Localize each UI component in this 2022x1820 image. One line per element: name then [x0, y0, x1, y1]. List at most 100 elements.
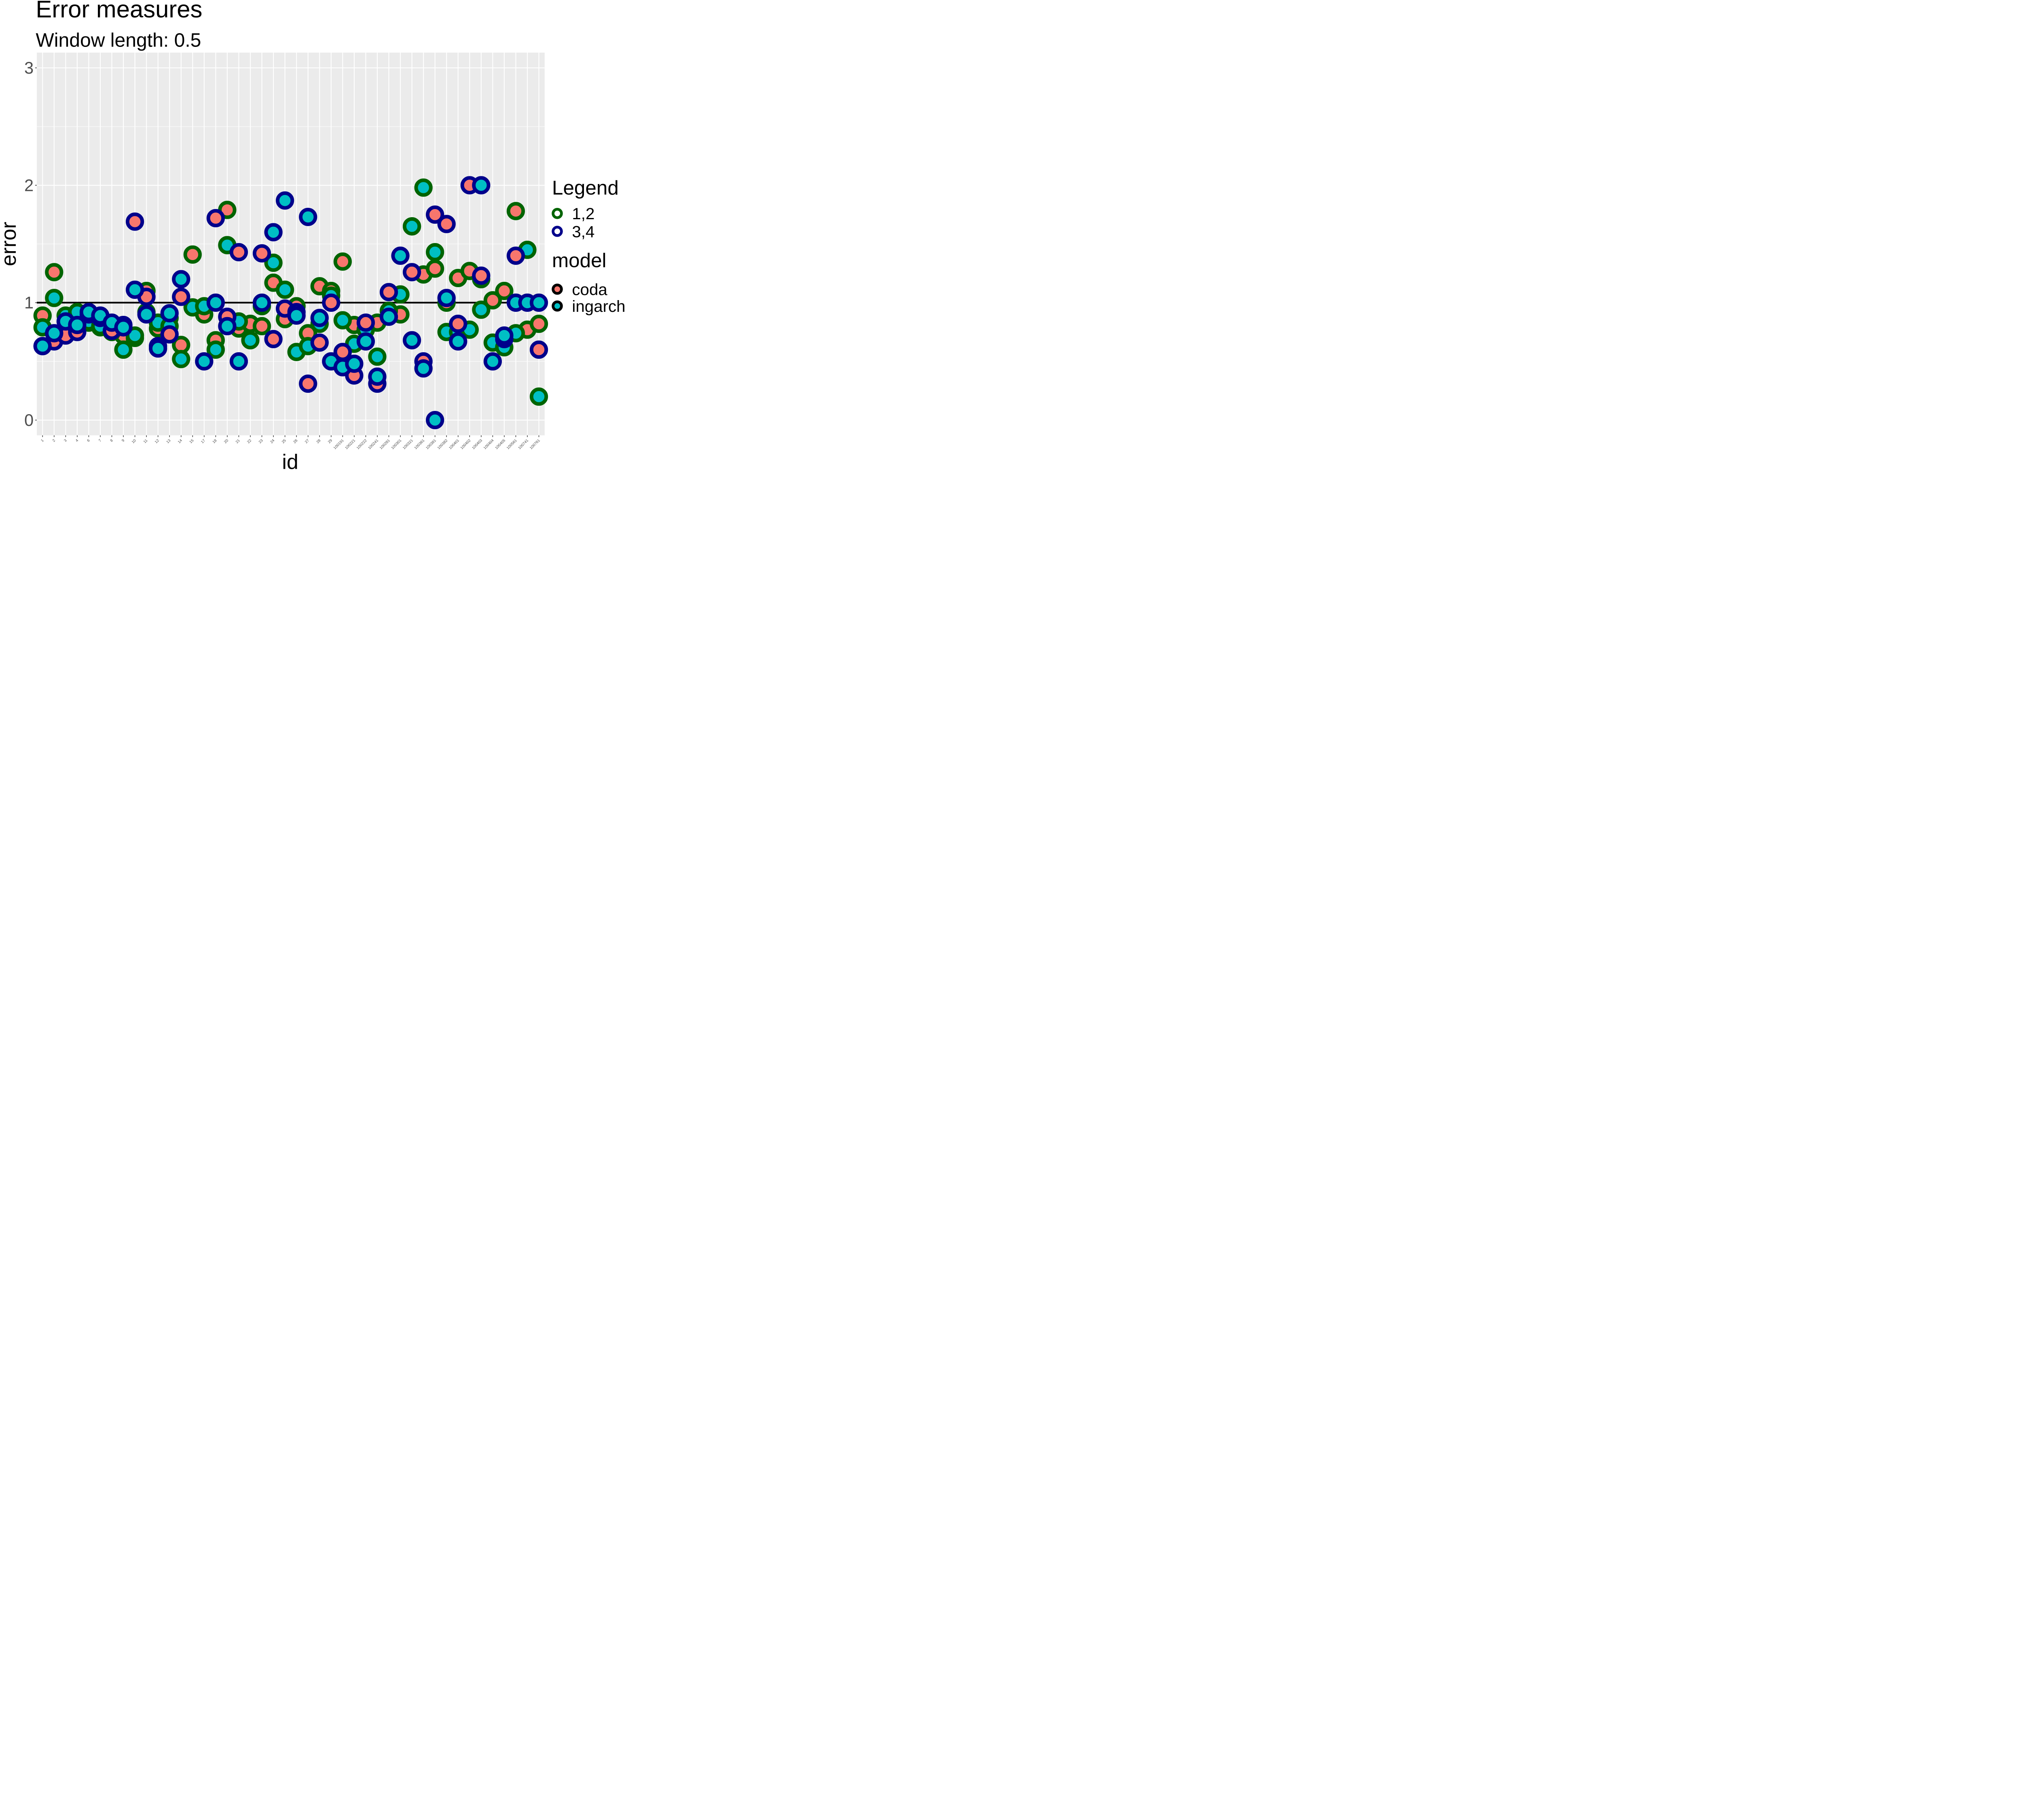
x-tick-label: 2 — [52, 438, 56, 443]
y-tick-label: 1 — [24, 293, 34, 312]
point-ingarch-12-id-100761 — [529, 387, 548, 406]
point-ingarch-34-id-27 — [299, 207, 317, 226]
x-tick-label: 100301 — [390, 438, 402, 450]
point-ingarch-12-id-9 — [114, 340, 133, 359]
point-ingarch-12-id-100241 — [368, 347, 387, 366]
x-tick-label: 13 — [165, 438, 171, 444]
x-tick-label: 23 — [258, 438, 264, 444]
x-tick-label: 22 — [246, 438, 252, 444]
point-coda-34-id-18 — [206, 209, 225, 227]
x-tick-label: 100404 — [483, 438, 495, 450]
x-tick-label: 6 — [86, 438, 91, 443]
x-tick-label: 100281 — [379, 438, 391, 450]
x-tick-label: 100561 — [506, 438, 518, 450]
point-ingarch-34-id-100301 — [391, 246, 410, 265]
point-ingarch-34-id-100361 — [414, 359, 433, 378]
point-ingarch-34-id-1 — [33, 337, 52, 356]
x-tick-label: 9 — [121, 438, 125, 443]
point-ingarch-12-id-100321 — [402, 217, 421, 236]
point-coda-34-id-23 — [252, 244, 271, 263]
x-tick-label: 100191 — [333, 438, 345, 450]
point-coda-34-id-28 — [310, 333, 329, 352]
point-ingarch-12-id-22 — [241, 331, 260, 349]
point-ingarch-34-id-28 — [310, 309, 329, 327]
point-ingarch-34-id-13 — [160, 304, 179, 323]
x-tick-label: 100401 — [448, 438, 460, 450]
legend-label-outline-1: 3,4 — [572, 222, 594, 241]
point-coda-12-id-100761 — [529, 314, 548, 333]
point-ingarch-34-id-10 — [125, 280, 144, 299]
point-coda-34-id-100761 — [529, 340, 548, 359]
point-coda-34-id-100381 — [426, 205, 444, 224]
x-tick-label: 26 — [292, 438, 298, 444]
x-tick-label: 10 — [131, 438, 137, 444]
x-tick-label: 17 — [200, 438, 206, 444]
point-coda-34-id-27 — [299, 375, 317, 393]
point-ingarch-12-id-25 — [276, 280, 294, 299]
point-ingarch-12-id-100403 — [472, 301, 491, 319]
x-tick-label: 20 — [223, 438, 229, 444]
point-coda-12-id-2 — [45, 263, 63, 281]
y-tick-label: 3 — [24, 58, 34, 77]
point-ingarch-34-id-100281 — [379, 307, 398, 326]
point-ingarch-12-id-100361 — [414, 178, 433, 197]
point-ingarch-34-id-9 — [114, 318, 133, 336]
point-ingarch-34-id-100405 — [495, 326, 514, 345]
point-coda-34-id-24 — [264, 330, 283, 348]
x-tick-label: 3 — [63, 438, 68, 443]
point-ingarch-34-id-100321 — [402, 331, 421, 349]
x-tick-label: 21 — [235, 438, 241, 444]
x-tick-label: 100761 — [529, 438, 541, 450]
legend-key-fill-1 — [552, 300, 563, 312]
point-ingarch-34-id-18 — [206, 293, 225, 312]
point-ingarch-34-id-21 — [229, 352, 248, 371]
y-axis-label: error — [0, 222, 21, 266]
legend-label-fill-0: coda — [572, 280, 607, 298]
x-tick-label: 1 — [40, 438, 44, 443]
point-coda-34-id-100561 — [506, 246, 525, 265]
legend-label-outline-0: 1,2 — [572, 205, 594, 223]
point-ingarch-34-id-100761 — [529, 293, 548, 312]
x-tick-label: 25 — [281, 438, 287, 444]
x-tick-label: 27 — [304, 438, 310, 444]
point-ingarch-34-id-23 — [252, 293, 271, 312]
x-tick-label: 100382 — [437, 438, 448, 450]
point-ingarch-34-id-100221 — [345, 354, 364, 373]
legend-key-outline-0 — [552, 208, 563, 219]
point-coda-34-id-29 — [322, 293, 341, 312]
point-ingarch-12-id-24 — [264, 254, 283, 272]
chart-subtitle: Window length: 0.5 — [36, 30, 201, 51]
x-tick-label: 100321 — [402, 438, 414, 450]
x-tick-label: 100241 — [367, 438, 379, 450]
point-ingarch-12-id-100191 — [333, 311, 352, 330]
x-tick-label: 12 — [154, 438, 160, 444]
y-axis: 0 1 2 3 — [24, 58, 37, 430]
point-coda-34-id-100281 — [379, 283, 398, 301]
x-tick-label: 100361 — [414, 438, 425, 450]
legend-label-fill-1: ingarch — [572, 297, 625, 315]
x-tick-label: 100381 — [425, 438, 437, 450]
point-coda-34-id-100321 — [402, 263, 421, 281]
point-coda-12-id-100405 — [495, 281, 514, 300]
x-tick-label: 100741 — [517, 438, 529, 450]
point-ingarch-34-id-26 — [287, 306, 306, 325]
point-ingarch-34-id-24 — [264, 223, 283, 241]
point-ingarch-12-id-100381 — [426, 243, 444, 262]
point-ingarch-34-id-100241 — [368, 367, 387, 386]
y-tick-label: 0 — [24, 411, 34, 430]
legend-key-fill-0 — [552, 284, 563, 295]
point-ingarch-34-id-12 — [149, 339, 167, 358]
point-coda-34-id-21 — [229, 243, 248, 262]
x-tick-label: 11 — [143, 438, 148, 444]
point-ingarch-34-id-17 — [195, 352, 214, 371]
data-points — [33, 176, 548, 430]
point-coda-12-id-100381 — [426, 259, 444, 278]
chart-title: Error measures — [36, 0, 202, 23]
point-coda-12-id-15 — [183, 245, 202, 264]
point-coda-34-id-100403 — [472, 266, 491, 285]
point-ingarch-34-id-20 — [218, 317, 237, 336]
point-ingarch-34-id-100381 — [426, 411, 444, 430]
point-ingarch-34-id-100222 — [356, 332, 375, 351]
